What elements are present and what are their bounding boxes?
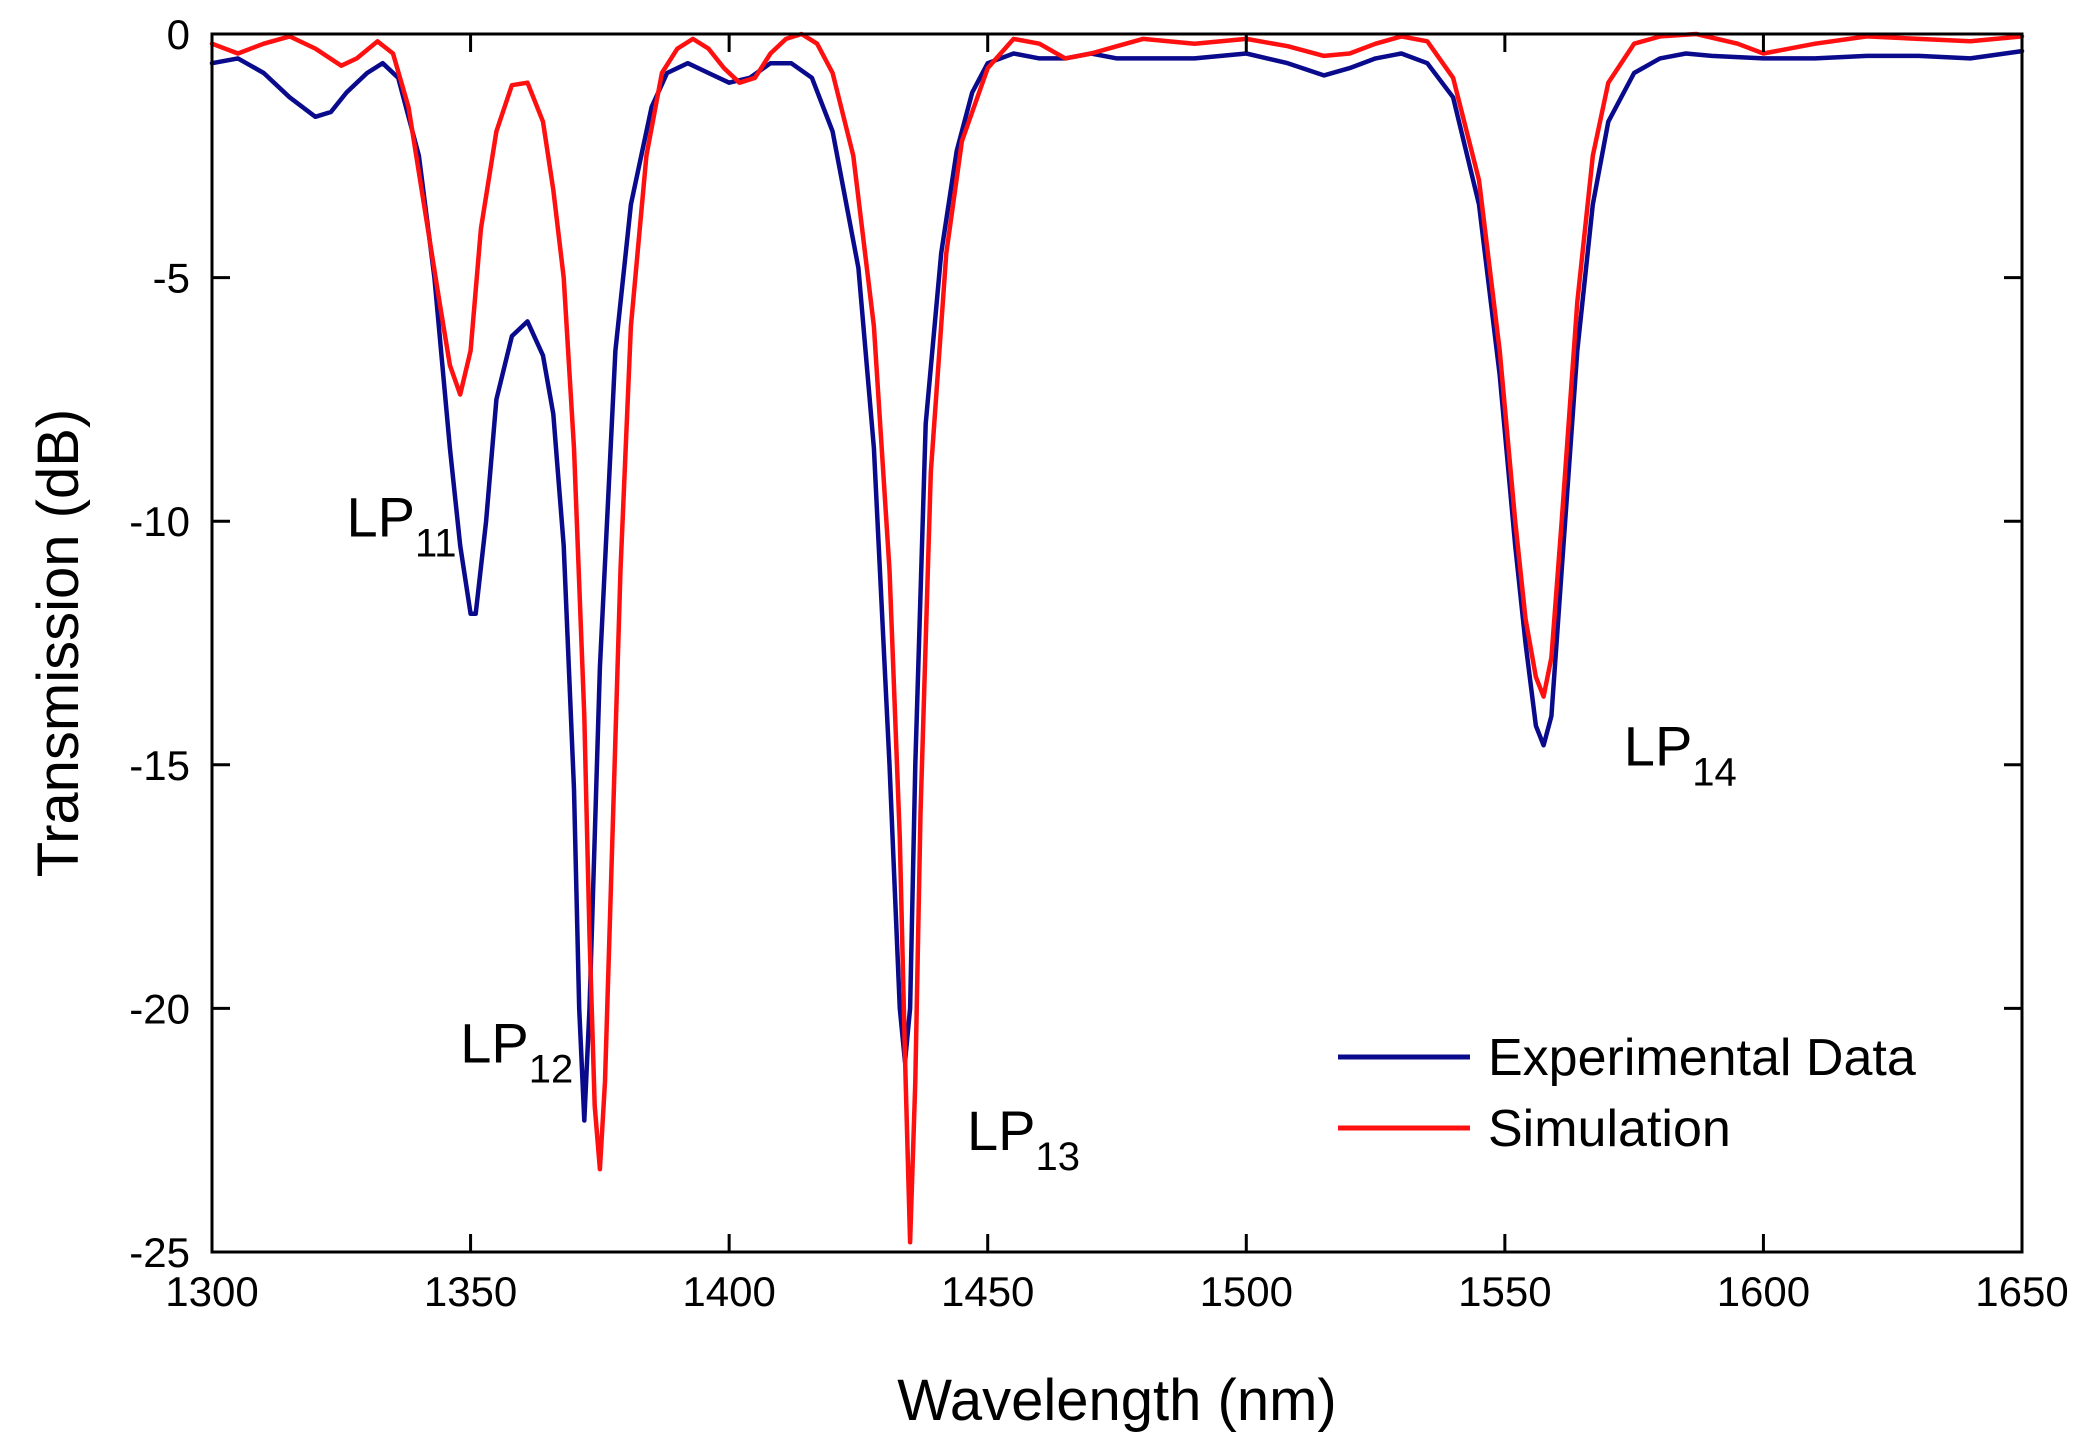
x-tick-label: 1450 <box>941 1268 1034 1315</box>
x-axis-title: Wavelength (nm) <box>897 1368 1336 1433</box>
series-layer <box>209 31 2025 1245</box>
x-tick-label: 1550 <box>1458 1268 1551 1315</box>
legend: Experimental Data Simulation <box>1338 1029 1916 1158</box>
y-tick-label: -15 <box>129 742 190 789</box>
x-tick-label: 1600 <box>1717 1268 1810 1315</box>
x-tick-label: 1650 <box>1975 1268 2068 1315</box>
mode-label-lp12: LP12 <box>460 1012 573 1092</box>
x-tick-label: 1500 <box>1200 1268 1293 1315</box>
x-tick-label: 1300 <box>165 1268 258 1315</box>
y-tick-label: -5 <box>153 255 190 302</box>
series-line-simulation <box>209 31 2025 1245</box>
plot-frame <box>210 32 2024 1254</box>
legend-label-experimental: Experimental Data <box>1488 1029 1916 1087</box>
y-axis-title: Transmission (dB) <box>26 409 91 877</box>
x-tick-label: 1400 <box>682 1268 775 1315</box>
y-tick-label: -25 <box>129 1229 190 1276</box>
mode-label-lp11: LP11 <box>346 485 456 565</box>
y-tick-label: 0 <box>167 11 190 58</box>
x-tick-label: 1350 <box>424 1268 517 1315</box>
annotation-layer: LP11 LP12 LP13 LP14 <box>346 485 1736 1179</box>
tick-layer: 1300 1350 1400 1450 1500 1550 1600 1650 0 -5 -10 -1… <box>129 11 2068 1315</box>
mode-label-lp13: LP13 <box>967 1099 1080 1179</box>
mode-label-lp14: LP14 <box>1624 714 1737 794</box>
y-tick-label: -10 <box>129 498 190 545</box>
y-tick-label: -20 <box>129 985 190 1032</box>
legend-label-simulation: Simulation <box>1488 1100 1731 1158</box>
